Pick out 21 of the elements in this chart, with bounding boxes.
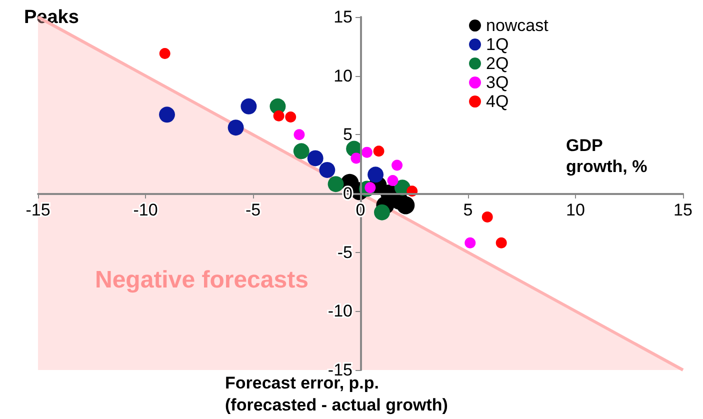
y-tick-label: 5: [343, 125, 352, 144]
x-tick-label: 15: [674, 200, 692, 220]
legend-label: nowcast: [486, 16, 549, 35]
y-axis-title: GDP growth, %: [566, 136, 648, 176]
x-tick-label: -15: [26, 200, 50, 220]
x-tick-label: -5: [245, 200, 261, 220]
annotation: Negative forecasts: [95, 266, 308, 294]
x-tick-label: 0: [356, 200, 366, 220]
y-tick-label: -5: [337, 242, 352, 262]
chart-title: Peaks: [24, 7, 79, 28]
legend-label: 4Q: [486, 92, 509, 111]
legend-label: 3Q: [486, 73, 509, 92]
legend-label: 2Q: [486, 54, 509, 73]
x-tick-label: -10: [133, 200, 158, 220]
y-tick-label: 10: [334, 66, 352, 86]
y-tick-label: 15: [334, 8, 352, 26]
x-tick-label: 10: [566, 200, 585, 220]
y-tick-label: -15: [328, 360, 352, 380]
x-tick-label: 5: [463, 200, 473, 220]
legend-label: 1Q: [486, 35, 509, 54]
y-tick-label: -10: [328, 302, 352, 321]
